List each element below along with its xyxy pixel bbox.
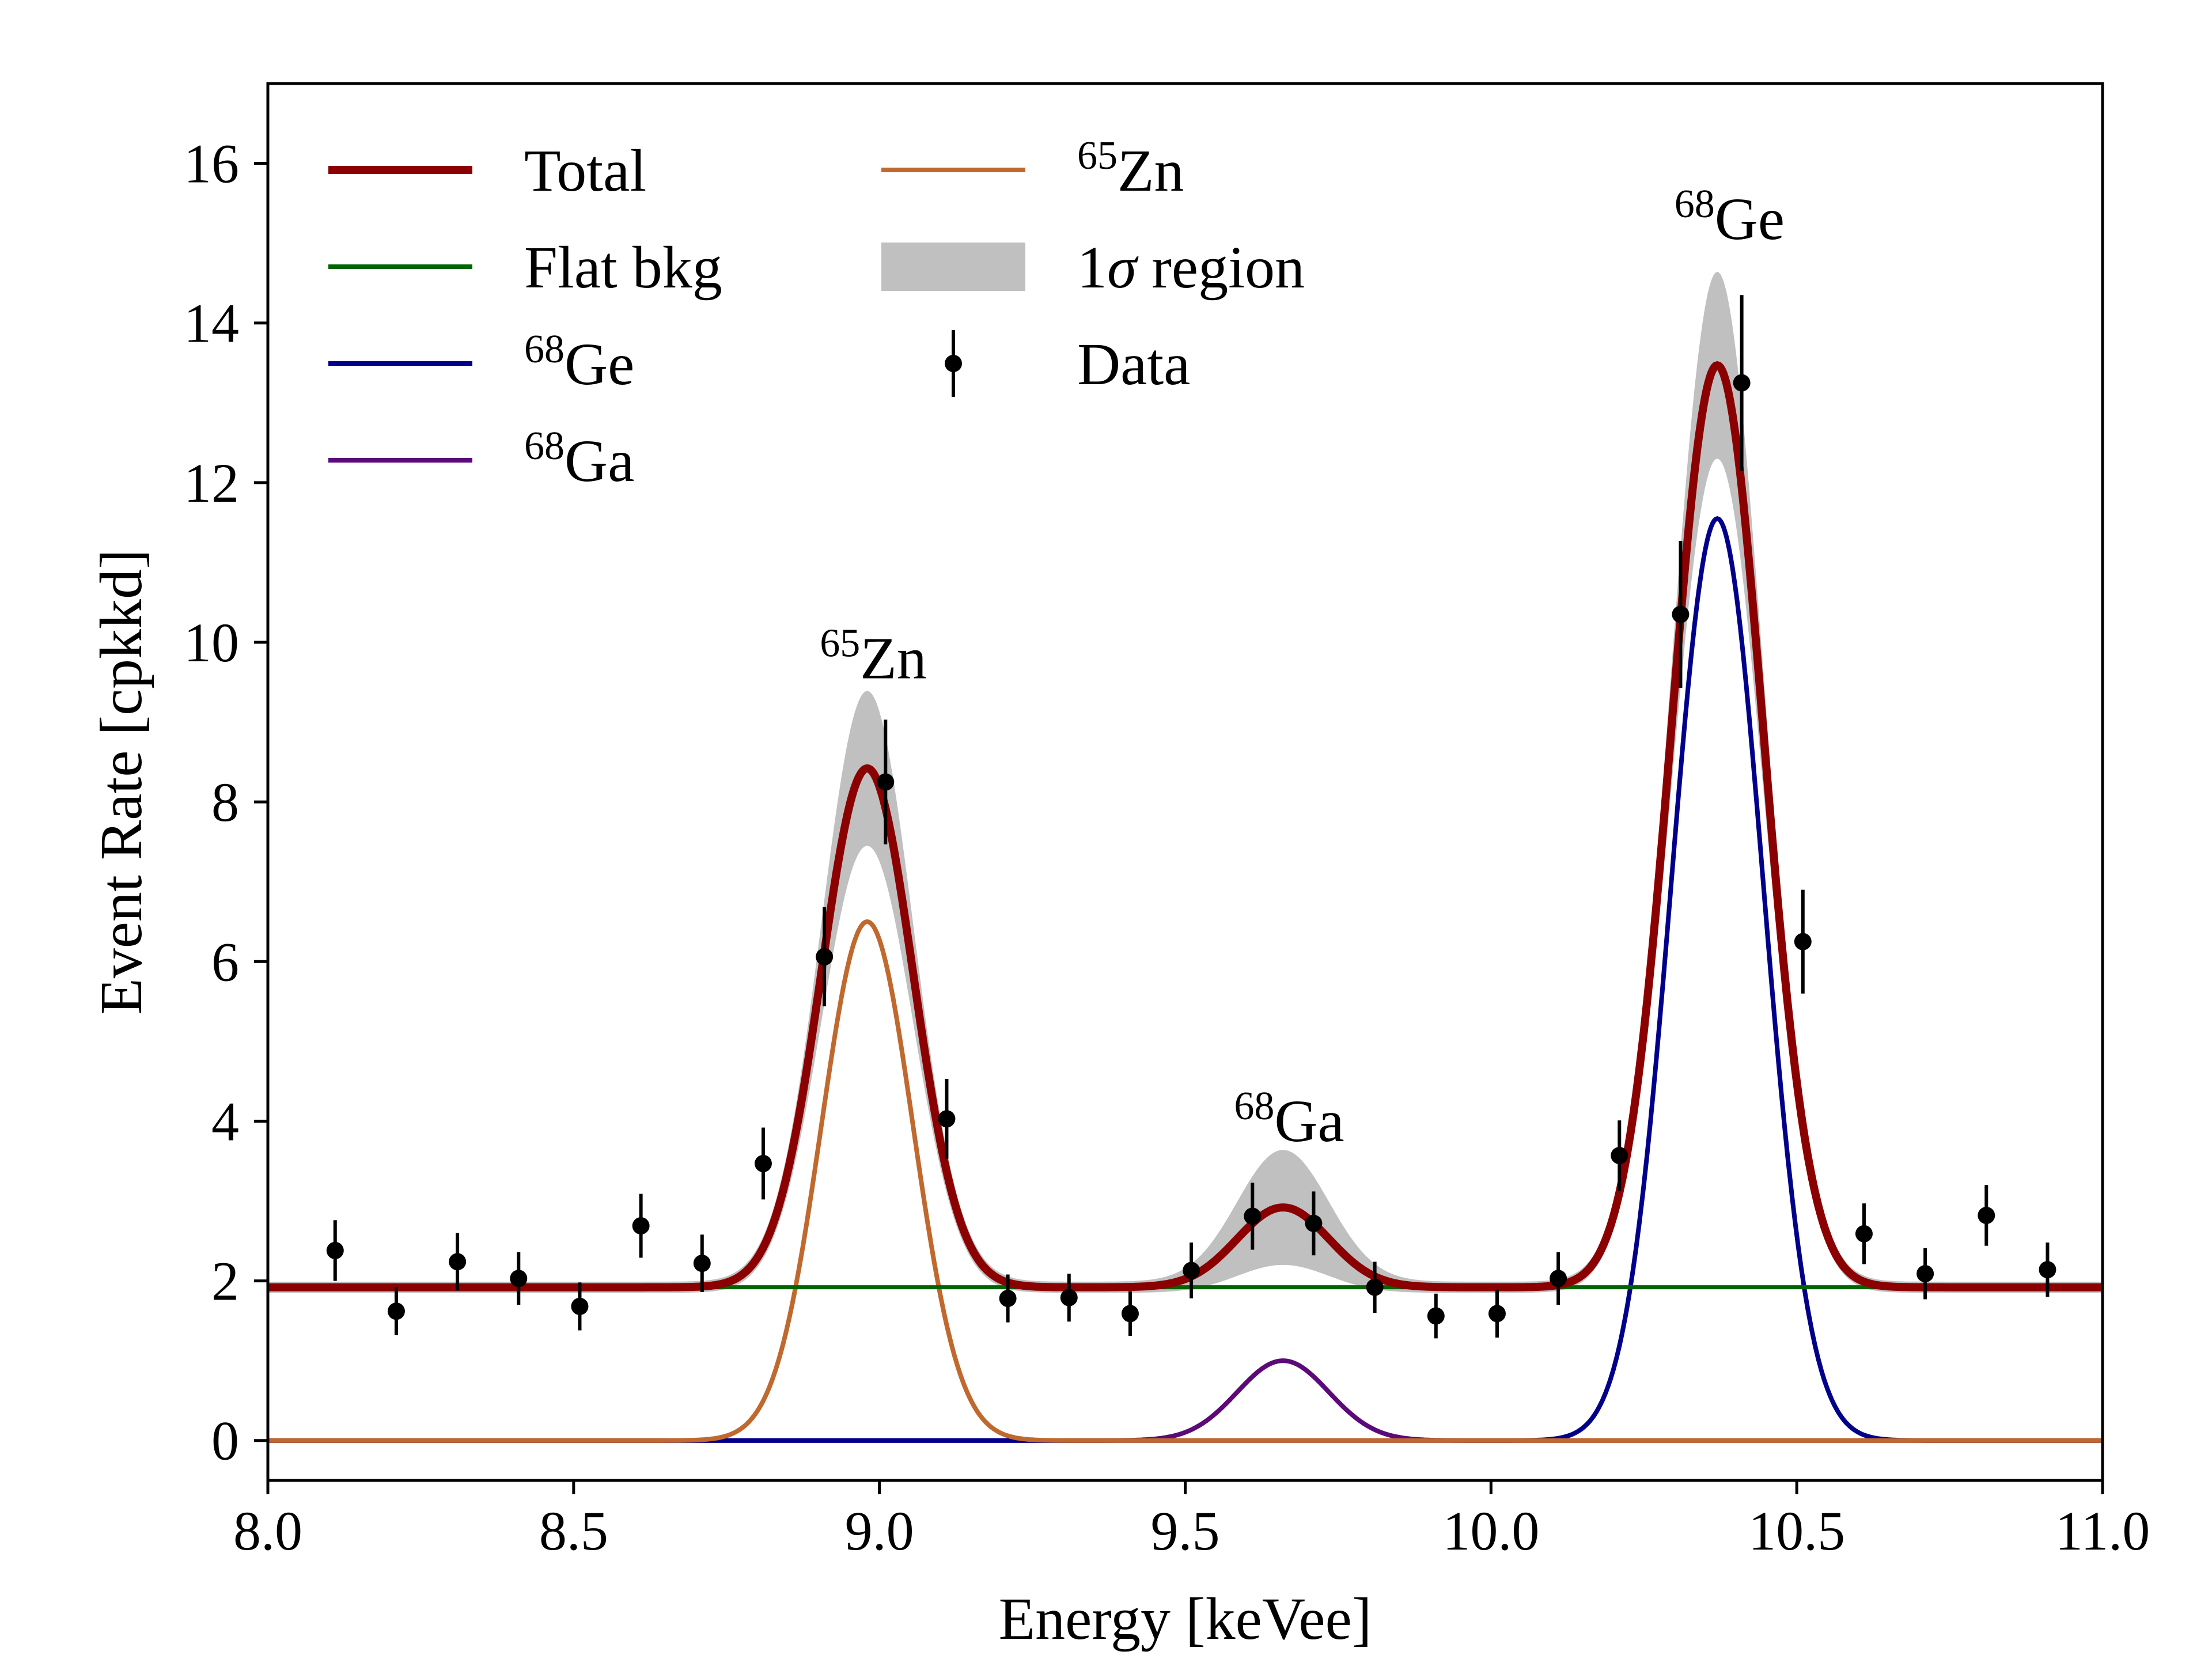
data-point	[1305, 1214, 1323, 1232]
data-point	[1611, 1147, 1628, 1165]
legend-item-ga68: 68Ga	[328, 424, 634, 494]
data-point	[1183, 1262, 1200, 1279]
data-points-layer	[326, 295, 2056, 1339]
peak-label-68ge: 68Ge	[1675, 182, 1785, 252]
data-point	[1855, 1225, 1873, 1243]
x-tick-label: 8.0	[233, 1500, 302, 1562]
data-point	[1366, 1278, 1384, 1296]
y-tick-label: 12	[184, 452, 239, 514]
x-tick-label: 8.5	[539, 1500, 608, 1562]
legend-swatch-point	[945, 355, 962, 372]
data-point	[1488, 1305, 1506, 1323]
data-point	[999, 1290, 1017, 1308]
data-point	[632, 1217, 650, 1234]
peak-label-68ga: 68Ga	[1234, 1084, 1344, 1154]
data-point	[1978, 1206, 1995, 1224]
data-point	[1550, 1270, 1567, 1287]
data-point	[1121, 1305, 1139, 1323]
legend-swatch-band	[881, 243, 1025, 291]
x-tick-label: 10.5	[1748, 1500, 1845, 1562]
data-point	[510, 1270, 528, 1287]
y-tick-label: 0	[211, 1410, 239, 1472]
data-point	[1060, 1289, 1078, 1306]
ga68-curve	[268, 1358, 2103, 1443]
legend-label-data: Data	[1077, 331, 1190, 397]
data-point	[449, 1253, 467, 1271]
data-point	[1427, 1307, 1445, 1325]
y-tick-label: 8	[211, 771, 239, 833]
data-point	[1794, 933, 1812, 950]
x-tick-label: 11.0	[2055, 1500, 2150, 1562]
y-axis-label: Event Rate [cpkkd]	[88, 549, 154, 1015]
data-point	[387, 1302, 405, 1320]
data-point	[877, 773, 895, 791]
legend-label-zn65: 65Zn	[1077, 134, 1184, 204]
legend-label-ge68: 68Ge	[524, 327, 634, 397]
legend-item-zn65: 65Zn	[881, 134, 1184, 204]
y-ticks: 0 2 4 6 8 10 12 14 16	[184, 133, 268, 1472]
data-point	[2039, 1261, 2056, 1279]
legend-item-data: Data	[945, 330, 1190, 397]
legend-item-band: 1σ region	[881, 234, 1305, 301]
legend-label-ga68: 68Ga	[524, 424, 634, 494]
y-tick-label: 6	[211, 931, 239, 993]
y-tick-label: 14	[184, 293, 239, 354]
ge68-curve	[268, 516, 2103, 1443]
legend-item-total: Total	[328, 138, 646, 204]
data-point	[1916, 1265, 1934, 1283]
peak-label-65zn: 65Zn	[820, 621, 927, 691]
y-tick-label: 4	[211, 1090, 239, 1152]
x-tick-label: 9.0	[845, 1500, 914, 1562]
data-point	[1672, 605, 1690, 623]
x-tick-label: 9.5	[1151, 1500, 1220, 1562]
data-point	[938, 1110, 956, 1128]
model-curves-layer	[268, 361, 2103, 1443]
x-axis-label: Energy [keVee]	[999, 1586, 1372, 1652]
data-point	[816, 948, 834, 965]
y-tick-label: 2	[211, 1251, 239, 1312]
x-ticks: 8.0 8.5 9.0 9.5 10.0 10.5 11.0	[233, 1480, 2150, 1562]
peak-annotations: 65Zn 68Ga 68Ge	[820, 182, 1785, 1154]
y-tick-label: 16	[184, 133, 239, 195]
legend-item-flat: Flat bkg	[328, 234, 722, 301]
y-tick-label: 10	[184, 612, 239, 673]
legend-label-band: 1σ region	[1077, 234, 1305, 301]
legend: Total Flat bkg 68Ge 68Ga 65Zn 1σ region Data	[328, 134, 1305, 494]
x-tick-label: 10.0	[1442, 1500, 1539, 1562]
data-point	[693, 1255, 711, 1272]
legend-item-ge68: 68Ge	[328, 327, 634, 397]
data-point	[754, 1154, 772, 1172]
legend-label-flat: Flat bkg	[524, 234, 722, 301]
total-curve	[268, 361, 2103, 1291]
legend-label-total: Total	[524, 138, 646, 204]
data-point	[326, 1241, 344, 1259]
zn65-curve	[268, 919, 2103, 1443]
data-point	[1733, 374, 1751, 392]
data-point	[571, 1297, 589, 1315]
data-point	[1244, 1207, 1262, 1225]
